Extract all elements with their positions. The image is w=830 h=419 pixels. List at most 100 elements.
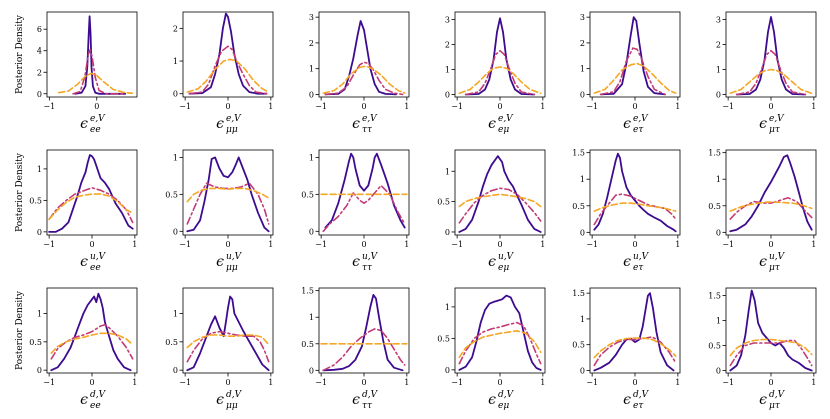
x-axis-label-subscript: eτ — [633, 263, 644, 273]
y-tick-label: 0.5 — [29, 338, 42, 347]
subplot-17: −1 0 100.511.5ϵ d,Veτ — [572, 287, 681, 411]
axes-frame — [46, 11, 138, 98]
series-line-posterior-2 — [593, 336, 677, 367]
y-tick-label: 2 — [37, 68, 42, 77]
y-tick-label: 1 — [445, 167, 450, 176]
series-line-posterior-1 — [729, 289, 813, 372]
x-tick-label: 0 — [768, 240, 773, 249]
x-axis-label-superscript: e,V — [226, 114, 242, 124]
x-axis-label-superscript: u,V — [769, 252, 786, 262]
x-axis-label-superscript: u,V — [362, 252, 379, 262]
subplot-9: −1 0 100.51ϵ u,Vττ — [301, 149, 410, 273]
y-tick-label: 1 — [580, 175, 585, 184]
y-tick-label: 0.5 — [708, 202, 721, 211]
y-tick-label: 1.5 — [572, 289, 585, 298]
x-tick-label: −1 — [179, 102, 191, 111]
x-axis-label: ϵ — [488, 392, 496, 408]
x-tick-label: 0 — [768, 378, 773, 387]
y-tick-label: 2 — [309, 39, 314, 48]
series-line-posterior-1 — [464, 17, 536, 96]
series-line-posterior-1 — [186, 156, 270, 233]
series-line-posterior-2 — [322, 328, 406, 372]
series-line-posterior-2 — [50, 324, 134, 360]
y-axis-label: Posterior Density — [15, 14, 25, 94]
series-line-posterior-1 — [593, 152, 677, 233]
series-line-posterior-3 — [729, 68, 813, 95]
series-line-posterior-3 — [458, 330, 542, 359]
y-tick-label: 1 — [173, 153, 178, 162]
x-axis-label-subscript: ee — [90, 401, 101, 411]
subplot-16: −1 0 100.51ϵ d,Veμ — [437, 287, 545, 411]
subplot-11: −1 0 100.511.5ϵ u,Veτ — [572, 149, 680, 273]
x-axis-label: ϵ — [216, 116, 224, 132]
x-axis-label-subscript: μτ — [769, 263, 781, 273]
x-axis-label: ϵ — [759, 254, 767, 270]
axes-frame — [454, 11, 546, 98]
y-tick-label: 0 — [445, 366, 450, 375]
series-line-posterior-3 — [186, 334, 270, 349]
axes-frame — [454, 149, 546, 236]
x-tick-label: −1 — [586, 240, 598, 249]
y-tick-label: 3 — [309, 13, 314, 22]
subplot-15: −1 0 100.511.5ϵ d,Vττ — [301, 287, 409, 411]
y-tick-label: 0 — [37, 366, 42, 375]
x-tick-label: −1 — [179, 240, 191, 249]
x-axis-label-subscript: μμ — [226, 263, 238, 273]
x-tick-label: 1 — [268, 240, 273, 249]
axes-frame — [318, 149, 410, 236]
y-tick-label: 0.5 — [708, 342, 721, 351]
series-line-posterior-1 — [599, 16, 666, 96]
y-tick-label: 2 — [445, 41, 450, 50]
y-tick-label: 0 — [580, 90, 585, 99]
x-tick-label: 1 — [811, 378, 816, 387]
y-tick-label: 0 — [37, 228, 42, 237]
x-tick-label: 0 — [361, 102, 366, 111]
series-line-posterior-1 — [324, 20, 397, 96]
x-tick-label: 0 — [497, 240, 502, 249]
series-line-posterior-3 — [50, 332, 134, 354]
x-tick-label: 0 — [225, 240, 230, 249]
x-axis-label-subscript: ee — [90, 263, 101, 273]
y-tick-label: 1 — [37, 310, 42, 319]
x-axis-label-subscript: ee — [90, 125, 101, 135]
y-tick-label: 0.5 — [437, 198, 450, 207]
axes-frame — [589, 11, 681, 98]
x-axis-label-subscript: eτ — [633, 125, 644, 135]
x-tick-label: −1 — [315, 378, 327, 387]
x-axis-label-superscript: e,V — [633, 114, 649, 124]
subplot-14: −1 0 100.51ϵ d,Vμμ — [165, 287, 273, 411]
x-axis-label-superscript: e,V — [769, 114, 785, 124]
x-tick-label: 1 — [540, 240, 545, 249]
x-axis-label-superscript: u,V — [633, 252, 650, 262]
x-tick-label: 0 — [768, 102, 773, 111]
x-axis-label: ϵ — [80, 116, 88, 132]
y-tick-label: 1 — [173, 310, 178, 319]
series-line-posterior-3 — [186, 58, 270, 93]
series-line-posterior-3 — [458, 193, 542, 208]
x-axis-label-superscript: d,V — [90, 390, 107, 400]
axes-frame — [589, 287, 681, 374]
x-tick-label: −1 — [179, 378, 191, 387]
y-tick-label: 4 — [37, 47, 42, 56]
y-tick-label: 1 — [580, 315, 585, 324]
series-line-posterior-3 — [729, 201, 813, 212]
x-tick-label: 0 — [632, 240, 637, 249]
x-tick-label: −1 — [451, 102, 463, 111]
x-tick-label: −1 — [451, 378, 463, 387]
series-line-posterior-3 — [186, 187, 270, 203]
y-tick-label: 0.5 — [301, 340, 314, 349]
series-line-posterior-2 — [458, 187, 542, 224]
y-tick-label: 0 — [173, 366, 178, 375]
series-line-posterior-2 — [72, 48, 126, 95]
y-tick-label: 0.5 — [572, 341, 585, 350]
x-tick-label: −1 — [43, 102, 55, 111]
x-axis-label: ϵ — [352, 392, 360, 408]
axes-frame — [589, 149, 681, 236]
x-axis-label-subscript: μμ — [226, 401, 238, 411]
x-axis-label-superscript: d,V — [226, 390, 243, 400]
y-tick-label: 0 — [173, 227, 178, 236]
series-line-posterior-3 — [458, 66, 542, 95]
